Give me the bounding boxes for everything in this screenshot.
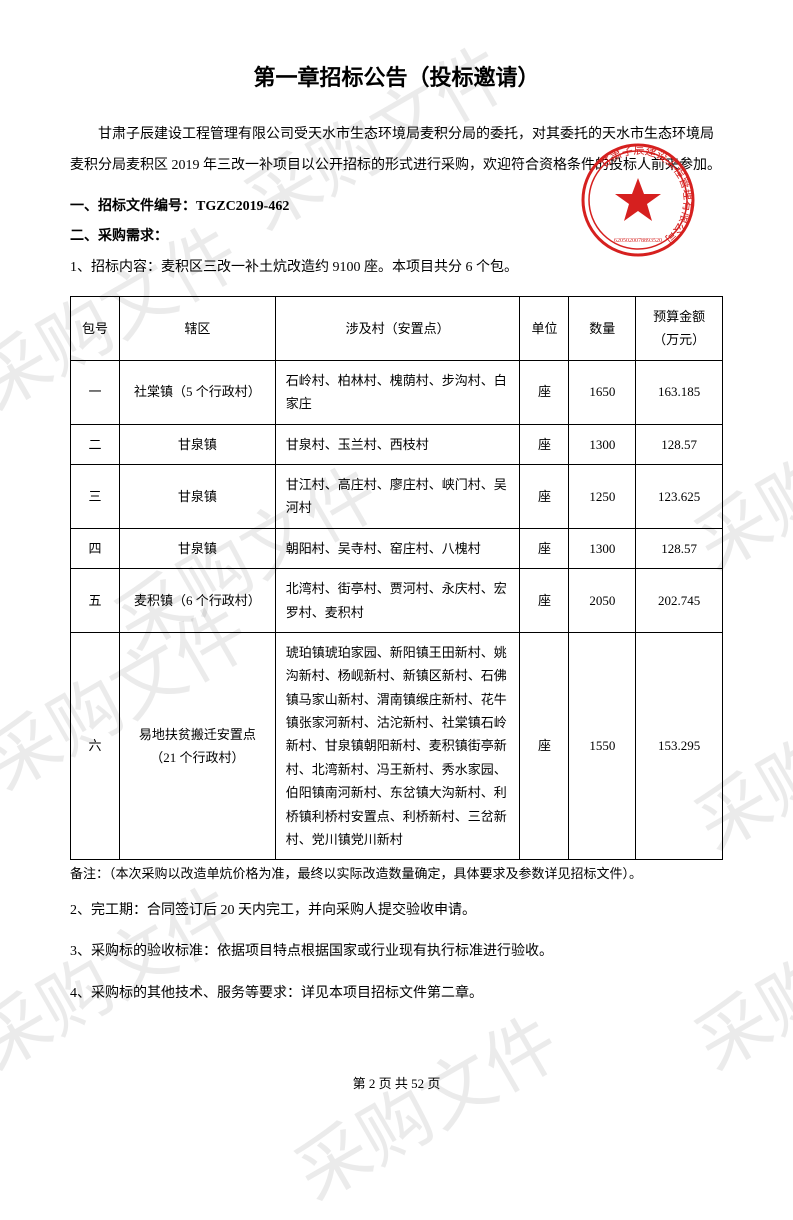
th-package: 包号 xyxy=(71,296,120,360)
table-row: 二甘泉镇甘泉村、玉兰村、西枝村座1300128.57 xyxy=(71,424,723,464)
line-2: 2、完工期：合同签订后 20 天内完工，并向采购人提交验收申请。 xyxy=(70,894,723,928)
cell-qty: 1250 xyxy=(569,464,636,528)
doc-number: TGZC2019-462 xyxy=(196,199,289,214)
intro-paragraph: 甘肃子辰建设工程管理有限公司受天水市生态环境局麦积分局的委托，对其委托的天水市生… xyxy=(70,120,723,182)
cell-amount: 128.57 xyxy=(636,424,723,464)
cell-villages: 朝阳村、吴寺村、窑庄村、八槐村 xyxy=(275,528,520,568)
cell-amount: 163.185 xyxy=(636,360,723,424)
watermark: 采购文件 xyxy=(673,855,793,1090)
cell-villages: 北湾村、街亭村、贾河村、永庆村、宏罗村、麦积村 xyxy=(275,569,520,633)
cell-amount: 202.745 xyxy=(636,569,723,633)
package-table: 包号 辖区 涉及村（安置点） 单位 数量 预算金额 （万元） 一社棠镇（5 个行… xyxy=(70,296,723,860)
cell-amount: 123.625 xyxy=(636,464,723,528)
table-row: 一社棠镇（5 个行政村）石岭村、柏林村、槐荫村、步沟村、白家庄座1650163.… xyxy=(71,360,723,424)
bid-content-line: 1、招标内容：麦积区三改一补土炕改造约 9100 座。本项目共分 6 个包。 xyxy=(70,253,723,284)
cell-pkg: 二 xyxy=(71,424,120,464)
cell-unit: 座 xyxy=(520,360,569,424)
cell-qty: 2050 xyxy=(569,569,636,633)
section-1-heading: 一、招标文件编号：TGZC2019-462 xyxy=(70,192,723,223)
cell-qty: 1300 xyxy=(569,528,636,568)
cell-pkg: 三 xyxy=(71,464,120,528)
cell-amount: 153.295 xyxy=(636,632,723,860)
watermark: 采购文件 xyxy=(273,985,575,1220)
cell-pkg: 四 xyxy=(71,528,120,568)
cell-villages: 甘泉村、玉兰村、西枝村 xyxy=(275,424,520,464)
page-title: 第一章招标公告（投标邀请） xyxy=(70,60,723,92)
table-row: 五麦积镇（6 个行政村）北湾村、街亭村、贾河村、永庆村、宏罗村、麦积村座2050… xyxy=(71,569,723,633)
cell-unit: 座 xyxy=(520,528,569,568)
cell-pkg: 六 xyxy=(71,632,120,860)
cell-area: 麦积镇（6 个行政村） xyxy=(119,569,275,633)
cell-villages: 石岭村、柏林村、槐荫村、步沟村、白家庄 xyxy=(275,360,520,424)
watermark: 采购文件 xyxy=(0,855,255,1090)
table-header-row: 包号 辖区 涉及村（安置点） 单位 数量 预算金额 （万元） xyxy=(71,296,723,360)
table-row: 六易地扶贫搬迁安置点（21 个行政村）琥珀镇琥珀家园、新阳镇王田新村、姚沟新村、… xyxy=(71,632,723,860)
cell-unit: 座 xyxy=(520,464,569,528)
cell-area: 社棠镇（5 个行政村） xyxy=(119,360,275,424)
cell-qty: 1550 xyxy=(569,632,636,860)
cell-area: 易地扶贫搬迁安置点（21 个行政村） xyxy=(119,632,275,860)
page-footer: 第 2 页 共 52 页 xyxy=(0,1073,793,1092)
cell-villages: 琥珀镇琥珀家园、新阳镇王田新村、姚沟新村、杨岘新村、新镇区新村、石佛镇马家山新村… xyxy=(275,632,520,860)
th-unit: 单位 xyxy=(520,296,569,360)
table-row: 三甘泉镇甘江村、高庄村、廖庄村、峡门村、吴河村座1250123.625 xyxy=(71,464,723,528)
cell-unit: 座 xyxy=(520,632,569,860)
line-4: 4、采购标的其他技术、服务等要求：详见本项目招标文件第二章。 xyxy=(70,977,723,1011)
table-note: 备注：（本次采购以改造单炕价格为准，最终以实际改造数量确定，具体要求及参数详见招… xyxy=(70,862,723,885)
cell-amount: 128.57 xyxy=(636,528,723,568)
cell-area: 甘泉镇 xyxy=(119,528,275,568)
section-1-label: 一、招标文件编号： xyxy=(70,199,196,214)
cell-area: 甘泉镇 xyxy=(119,464,275,528)
line-3: 3、采购标的验收标准：依据项目特点根据国家或行业现有执行标准进行验收。 xyxy=(70,935,723,969)
cell-unit: 座 xyxy=(520,424,569,464)
th-villages: 涉及村（安置点） xyxy=(275,296,520,360)
section-2-heading: 二、采购需求： xyxy=(70,222,723,253)
cell-area: 甘泉镇 xyxy=(119,424,275,464)
table-row: 四甘泉镇朝阳村、吴寺村、窑庄村、八槐村座1300128.57 xyxy=(71,528,723,568)
th-amount: 预算金额 （万元） xyxy=(636,296,723,360)
cell-unit: 座 xyxy=(520,569,569,633)
cell-pkg: 五 xyxy=(71,569,120,633)
th-qty: 数量 xyxy=(569,296,636,360)
cell-villages: 甘江村、高庄村、廖庄村、峡门村、吴河村 xyxy=(275,464,520,528)
cell-pkg: 一 xyxy=(71,360,120,424)
cell-qty: 1300 xyxy=(569,424,636,464)
cell-qty: 1650 xyxy=(569,360,636,424)
th-area: 辖区 xyxy=(119,296,275,360)
